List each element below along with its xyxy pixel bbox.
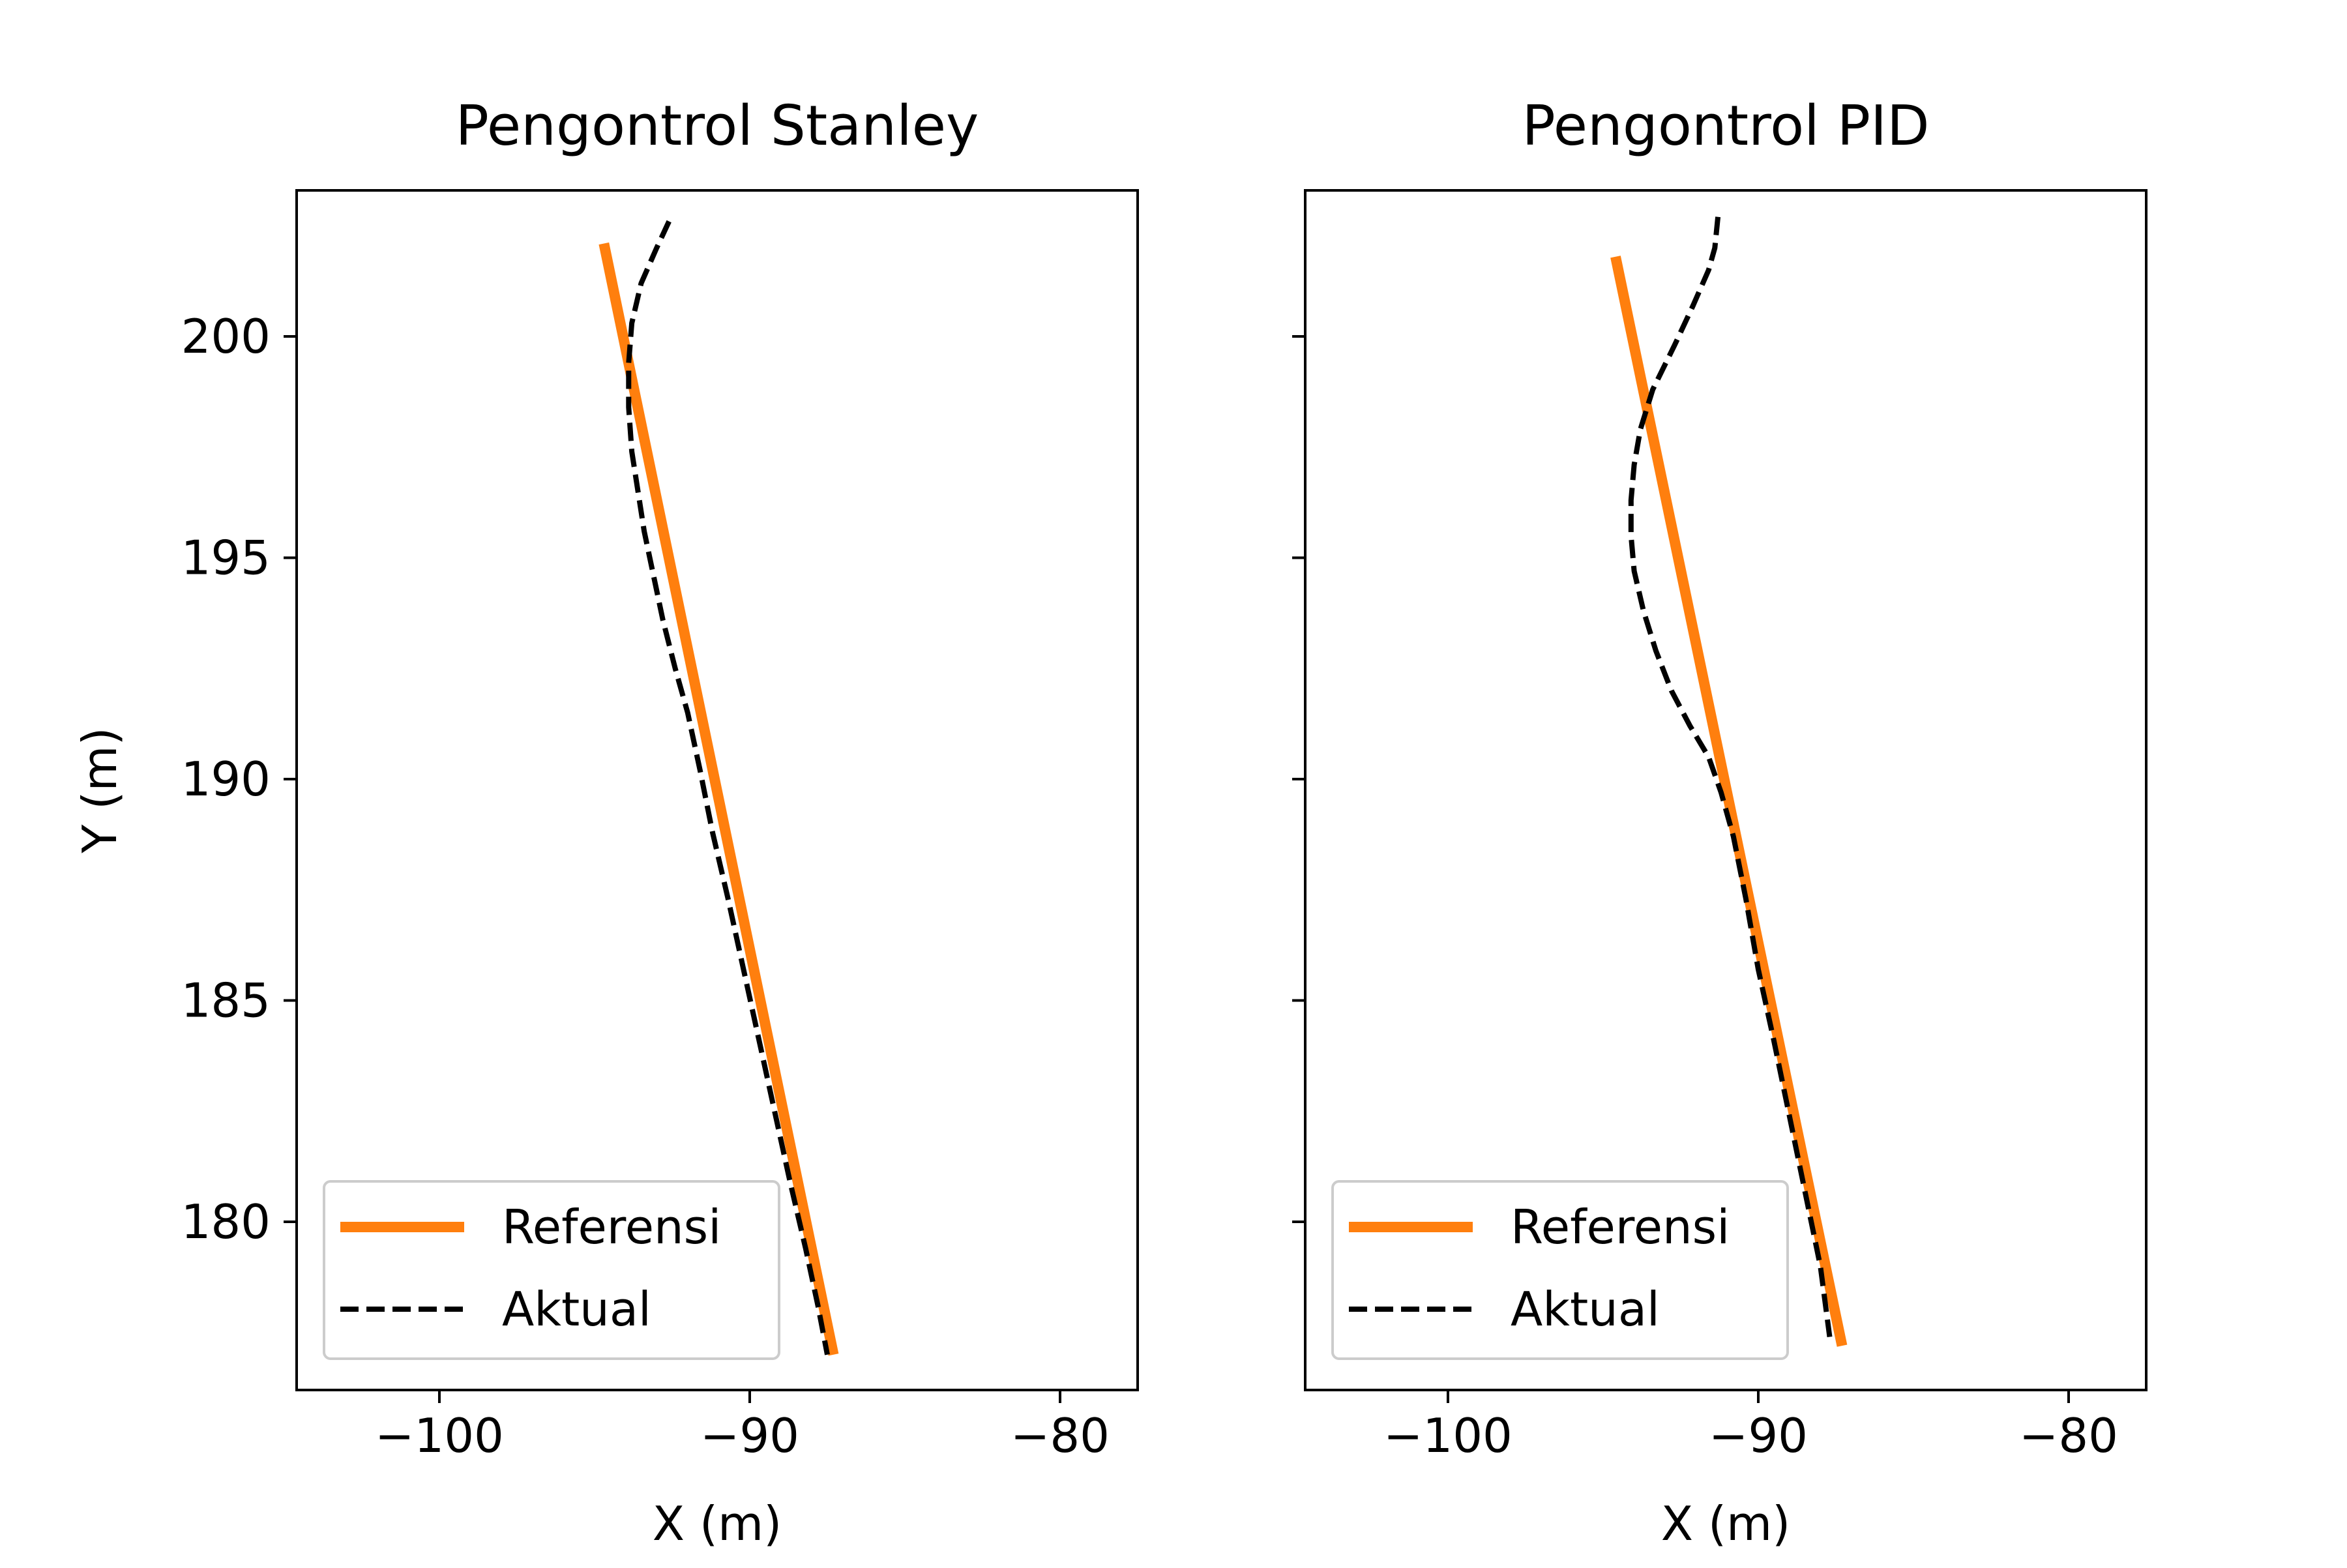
axes-frame [295, 189, 1139, 1391]
legend-label-referensi: Referensi [1511, 1200, 1730, 1254]
x-tick-label: −90 [1709, 1408, 1808, 1463]
x-tick-label: −100 [1383, 1408, 1513, 1463]
legend: Referensi Aktual [323, 1180, 780, 1360]
plot-area [598, 220, 839, 1356]
x-axis-label: X (m) [1661, 1496, 1791, 1551]
x-tick-label: −90 [700, 1408, 799, 1463]
y-axis-label: Y (m) [72, 727, 127, 853]
legend-label-referensi: Referensi [502, 1200, 721, 1254]
x-axis-ticks: −100 −90 −80 [375, 1390, 1110, 1463]
y-tick-label: 200 [181, 309, 271, 364]
x-tick-label: −80 [2019, 1408, 2118, 1463]
axes-frame [1304, 189, 2148, 1391]
y-tick-label: 190 [181, 752, 271, 806]
series-line-referensi [1610, 256, 1848, 1347]
y-axis-ticks: 180 185 190 195 200 [181, 309, 297, 1249]
y-axis-ticks [1292, 335, 1305, 1223]
plot-area [1610, 216, 1848, 1347]
series-line-referensi [598, 242, 839, 1356]
series-line-aktual [626, 220, 830, 1355]
chart-pid: Pengontrol PID −100 −90 −80 X (m) Referens… [1292, 94, 2148, 1551]
legend-label-aktual: Aktual [1511, 1282, 1660, 1337]
x-tick-label: −80 [1011, 1408, 1110, 1463]
x-tick-label: −100 [375, 1408, 504, 1463]
chart-title: Pengontrol PID [1522, 94, 1929, 158]
y-tick-label: 195 [181, 531, 271, 585]
x-axis-label: X (m) [653, 1496, 782, 1551]
y-tick-label: 180 [181, 1194, 271, 1249]
legend: Referensi Aktual [1331, 1180, 1789, 1360]
chart-title: Pengontrol Stanley [456, 94, 979, 158]
chart-stanley: Pengontrol Stanley −100 −90 −80 1801851901… [72, 94, 1139, 1551]
y-tick-label: 185 [181, 973, 271, 1028]
x-axis-ticks: −100 −90 −80 [1383, 1390, 2118, 1463]
series-line-aktual [1628, 216, 1833, 1338]
legend-label-aktual: Aktual [502, 1282, 651, 1337]
